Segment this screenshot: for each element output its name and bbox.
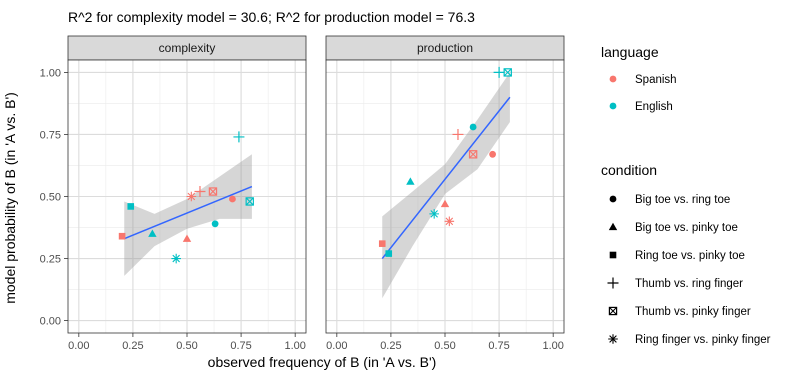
legend-label-big-toe-vs-pinky-toe: Big toe vs. pinky toe [635, 222, 738, 234]
point-complexity-spanish-ring-toe-vs-pinky-toe [118, 232, 126, 240]
legend-key-ring-toe-vs-pinky-toe [609, 251, 617, 259]
x-tick-label: 0.75 [230, 340, 251, 352]
point-production-spanish-big-toe-vs-pinky-toe [440, 199, 450, 208]
grid-complexity [68, 60, 306, 333]
confidence-band-production [382, 72, 510, 299]
point-complexity-english-ring-toe-vs-pinky-toe [127, 203, 135, 210]
y-tick-label: 0.25 [40, 254, 61, 266]
legend-item-thumb-vs-pinky-finger: Thumb vs. pinky finger [608, 306, 751, 318]
x-axis-title: observed frequency of B (in 'A vs. B') [208, 354, 437, 370]
legend-condition: condition Big toe vs. ring toe Big toe vs.… [601, 162, 771, 346]
x-tick-label: 0.50 [434, 340, 455, 352]
legend-key-thumb-vs-ring-finger [607, 277, 619, 289]
y-tick-label: 0.75 [40, 129, 61, 141]
legend-title-language: language [601, 44, 659, 60]
legend-item-ring-toe-vs-pinky-toe: Ring toe vs. pinky toe [609, 250, 745, 262]
legend-layer: language Spanish English condition Big toe v… [601, 44, 771, 346]
x-tick-label: 0.75 [488, 340, 509, 352]
x-tick-label: 0.25 [380, 340, 401, 352]
legend-item-big-toe-vs-pinky-toe: Big toe vs. pinky toe [608, 222, 738, 234]
point-production-english-ring-finger-vs-pinky-finger [429, 209, 439, 219]
legend-key-spanish [609, 75, 617, 83]
legend-title-condition: condition [601, 162, 657, 178]
chart-title: R^2 for complexity model = 30.6; R^2 for… [68, 9, 475, 25]
point-complexity-english-ring-finger-vs-pinky-finger [171, 253, 181, 264]
point-production-spanish-ring-finger-vs-pinky-finger [444, 216, 455, 227]
point-complexity-spanish-thumb-vs-ring-finger [194, 186, 206, 198]
point-complexity-english-big-toe-vs-ring-toe [211, 220, 219, 228]
point-production-spanish-ring-toe-vs-pinky-toe [378, 240, 386, 247]
y-tick-label: 0.00 [40, 316, 61, 328]
legend-item-ring-finger-vs-pinky-finger: Ring finger vs. pinky finger [608, 334, 771, 346]
legend-item-thumb-vs-ring-finger: Thumb vs. ring finger [607, 277, 743, 290]
legend-item-big-toe-vs-ring-toe: Big toe vs. ring toe [609, 194, 730, 206]
point-production-english-big-toe-vs-ring-toe [469, 123, 477, 131]
legend-label-thumb-vs-pinky-finger: Thumb vs. pinky finger [635, 306, 751, 318]
strip-production [325, 35, 565, 61]
x-tick-label: 1.00 [542, 340, 563, 352]
confidence-band-complexity [124, 154, 252, 276]
legend-label-spanish: Spanish [635, 74, 677, 86]
strip-complexity [67, 35, 307, 61]
point-complexity-spanish-ring-finger-vs-pinky-finger [186, 191, 197, 202]
x-tick-label: 0.50 [176, 340, 197, 352]
point-complexity-english-thumb-vs-ring-finger [233, 131, 245, 143]
point-complexity-english-thumb-vs-pinky-finger [245, 197, 254, 206]
legend-key-big-toe-vs-pinky-toe [608, 222, 618, 231]
legend-label-ring-toe-vs-pinky-toe: Ring toe vs. pinky toe [635, 250, 745, 262]
x-ticks-complexity: 0.00 0.25 0.50 0.75 1.00 [68, 333, 306, 352]
point-complexity-spanish-big-toe-vs-ring-toe [229, 195, 236, 203]
legend-item-spanish: Spanish [609, 74, 677, 86]
x-tick-label: 0.00 [68, 340, 89, 352]
point-complexity-english-big-toe-vs-pinky-toe [148, 229, 157, 237]
legend-key-ring-finger-vs-pinky-finger [608, 334, 618, 344]
point-production-spanish-thumb-vs-ring-finger [452, 128, 464, 140]
fit-line-production [381, 96, 511, 260]
point-production-english-ring-toe-vs-pinky-toe [385, 250, 393, 257]
legend-key-big-toe-vs-ring-toe [609, 195, 617, 203]
strip-label-production: production [417, 41, 473, 55]
x-tick-label: 1.00 [284, 340, 305, 352]
points-complexity [118, 131, 254, 264]
legend-item-english: English [609, 101, 673, 113]
point-complexity-spanish-big-toe-vs-pinky-toe [182, 234, 192, 242]
grid-production [326, 60, 564, 333]
legend-label-ring-finger-vs-pinky-finger: Ring finger vs. pinky finger [635, 334, 771, 346]
x-ticks-production: 0.00 0.25 0.50 0.75 1.00 [326, 333, 564, 352]
y-ticks: 0.00 0.25 0.50 0.75 1.00 [40, 67, 68, 328]
point-production-english-thumb-vs-pinky-finger [503, 68, 512, 77]
legend-key-english [609, 102, 617, 110]
legend-label-big-toe-vs-ring-toe: Big toe vs. ring toe [635, 194, 730, 206]
point-production-spanish-thumb-vs-pinky-finger [468, 150, 478, 159]
legend-key-thumb-vs-pinky-finger [608, 306, 618, 316]
point-production-english-big-toe-vs-pinky-toe [406, 177, 415, 185]
point-production-english-thumb-vs-ring-finger [493, 66, 505, 78]
legend-language: language Spanish English [601, 44, 677, 113]
strip-label-complexity: complexity [159, 41, 216, 55]
point-production-spanish-big-toe-vs-ring-toe [489, 150, 496, 158]
x-tick-label: 0.00 [326, 340, 347, 352]
x-tick-label: 0.25 [122, 340, 143, 352]
fit-line-complexity [123, 185, 253, 240]
panel-production: production 0.00 0.25 0.50 0.75 1.00 [325, 35, 565, 352]
legend-label-thumb-vs-ring-finger: Thumb vs. ring finger [635, 278, 743, 290]
y-tick-label: 0.50 [40, 192, 61, 204]
y-tick-label: 1.00 [40, 67, 61, 79]
y-axis-title: model probability of B (in 'A vs. B') [2, 92, 18, 304]
point-complexity-spanish-thumb-vs-pinky-finger [208, 187, 218, 196]
legend-label-english: English [635, 101, 673, 113]
points-production [378, 66, 512, 257]
